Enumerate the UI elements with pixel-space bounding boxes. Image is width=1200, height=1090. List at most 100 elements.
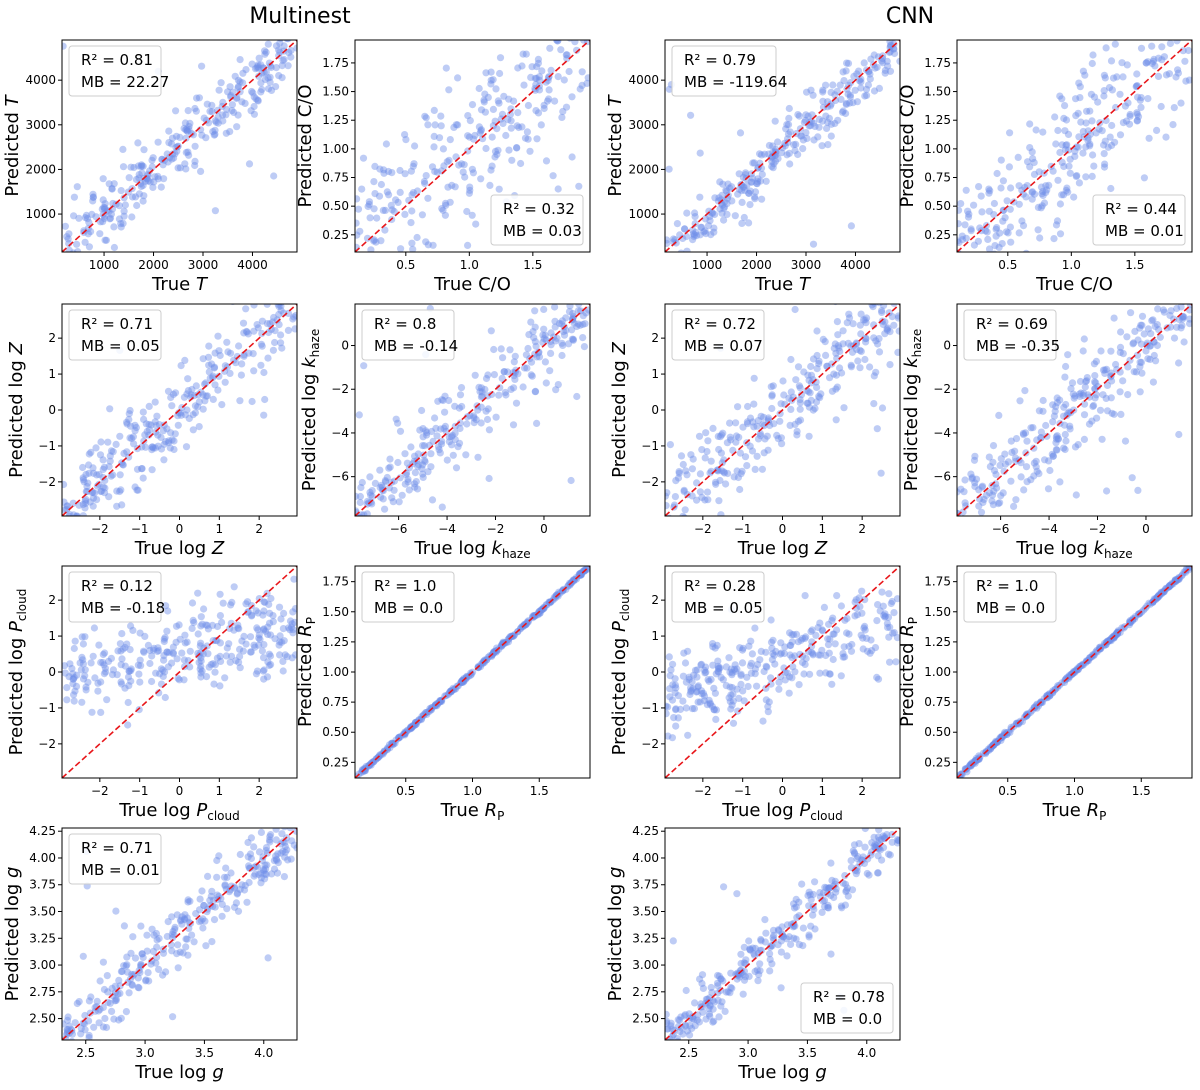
data-point — [69, 675, 77, 683]
data-point — [1071, 152, 1079, 160]
data-point — [275, 304, 283, 311]
data-point — [287, 623, 296, 631]
data-point — [239, 79, 247, 87]
data-point — [138, 443, 146, 451]
data-point — [364, 288, 371, 295]
data-point — [376, 515, 380, 516]
data-point — [706, 469, 714, 477]
data-point — [477, 175, 485, 183]
data-point — [985, 207, 993, 215]
data-point — [1100, 163, 1109, 171]
data-point — [874, 340, 882, 348]
data-point — [696, 470, 704, 478]
data-point — [195, 423, 203, 431]
data-point — [135, 190, 143, 198]
data-point — [842, 67, 850, 75]
data-point — [1008, 448, 1016, 457]
data-point — [95, 480, 103, 488]
data-point — [711, 194, 719, 202]
data-point — [1099, 366, 1108, 374]
data-point — [114, 990, 122, 998]
data-point — [1043, 432, 1051, 440]
data-point — [739, 423, 747, 431]
data-point — [860, 624, 868, 632]
data-point — [728, 671, 736, 679]
data-point — [768, 960, 776, 968]
data-point — [889, 45, 898, 53]
data-point — [437, 440, 446, 448]
data-point — [682, 467, 690, 475]
data-point — [1101, 74, 1109, 82]
data-point — [1062, 116, 1071, 124]
data-point — [714, 996, 722, 1004]
data-point — [686, 1021, 694, 1030]
data-point — [886, 42, 895, 50]
data-point — [407, 167, 415, 175]
data-point — [78, 633, 86, 641]
data-point — [742, 169, 750, 177]
data-point — [1145, 20, 1152, 27]
data-point — [894, 837, 900, 845]
data-point — [819, 97, 827, 105]
data-point — [165, 648, 173, 656]
data-point — [441, 408, 449, 416]
data-point — [149, 947, 157, 955]
data-point — [1166, 40, 1174, 48]
data-point — [1052, 446, 1060, 454]
y-tick-label: 2000 — [628, 162, 659, 176]
data-point — [1026, 120, 1034, 128]
data-point — [216, 351, 224, 360]
data-point — [361, 767, 369, 775]
data-point — [82, 488, 90, 496]
data-point — [707, 675, 715, 684]
data-point — [741, 186, 749, 194]
data-point — [540, 101, 548, 109]
data-point — [178, 649, 186, 657]
data-point — [371, 479, 379, 487]
data-point — [767, 680, 775, 688]
data-point — [106, 457, 114, 465]
data-point — [435, 134, 444, 142]
data-point — [1035, 168, 1043, 176]
data-point — [199, 915, 207, 923]
data-point — [358, 288, 365, 295]
data-point — [970, 201, 978, 209]
data-point — [443, 456, 451, 464]
data-point — [169, 927, 177, 936]
data-point — [1181, 57, 1189, 65]
data-point — [857, 75, 865, 83]
x-tick-label: −6 — [390, 522, 408, 536]
data-point — [1153, 321, 1161, 329]
data-point — [691, 666, 700, 674]
data-point — [740, 183, 748, 191]
data-point — [250, 843, 258, 851]
data-point — [486, 181, 494, 189]
x-tick-label: 1000 — [89, 258, 120, 272]
data-point — [181, 119, 189, 127]
data-point — [999, 489, 1007, 497]
data-point — [1124, 391, 1132, 399]
data-point — [142, 976, 150, 984]
data-point — [826, 635, 834, 643]
data-point — [242, 327, 250, 336]
data-point — [1102, 44, 1110, 52]
y-tick-label: 1.75 — [924, 56, 951, 70]
data-point — [159, 672, 167, 680]
data-point — [827, 120, 835, 128]
y-tick-label: 0.75 — [924, 695, 951, 709]
data-point — [1100, 141, 1108, 149]
data-point — [857, 631, 865, 639]
data-point — [120, 194, 128, 202]
data-point — [979, 498, 987, 507]
data-point — [1138, 312, 1147, 320]
data-point — [267, 594, 275, 603]
data-point — [791, 147, 799, 155]
data-point — [674, 262, 681, 269]
data-point — [411, 483, 419, 491]
x-axis-label: True log khaze — [1015, 538, 1132, 561]
data-point — [873, 63, 881, 71]
data-point — [163, 150, 171, 158]
data-point — [1061, 445, 1069, 454]
data-point — [1181, 9, 1188, 16]
